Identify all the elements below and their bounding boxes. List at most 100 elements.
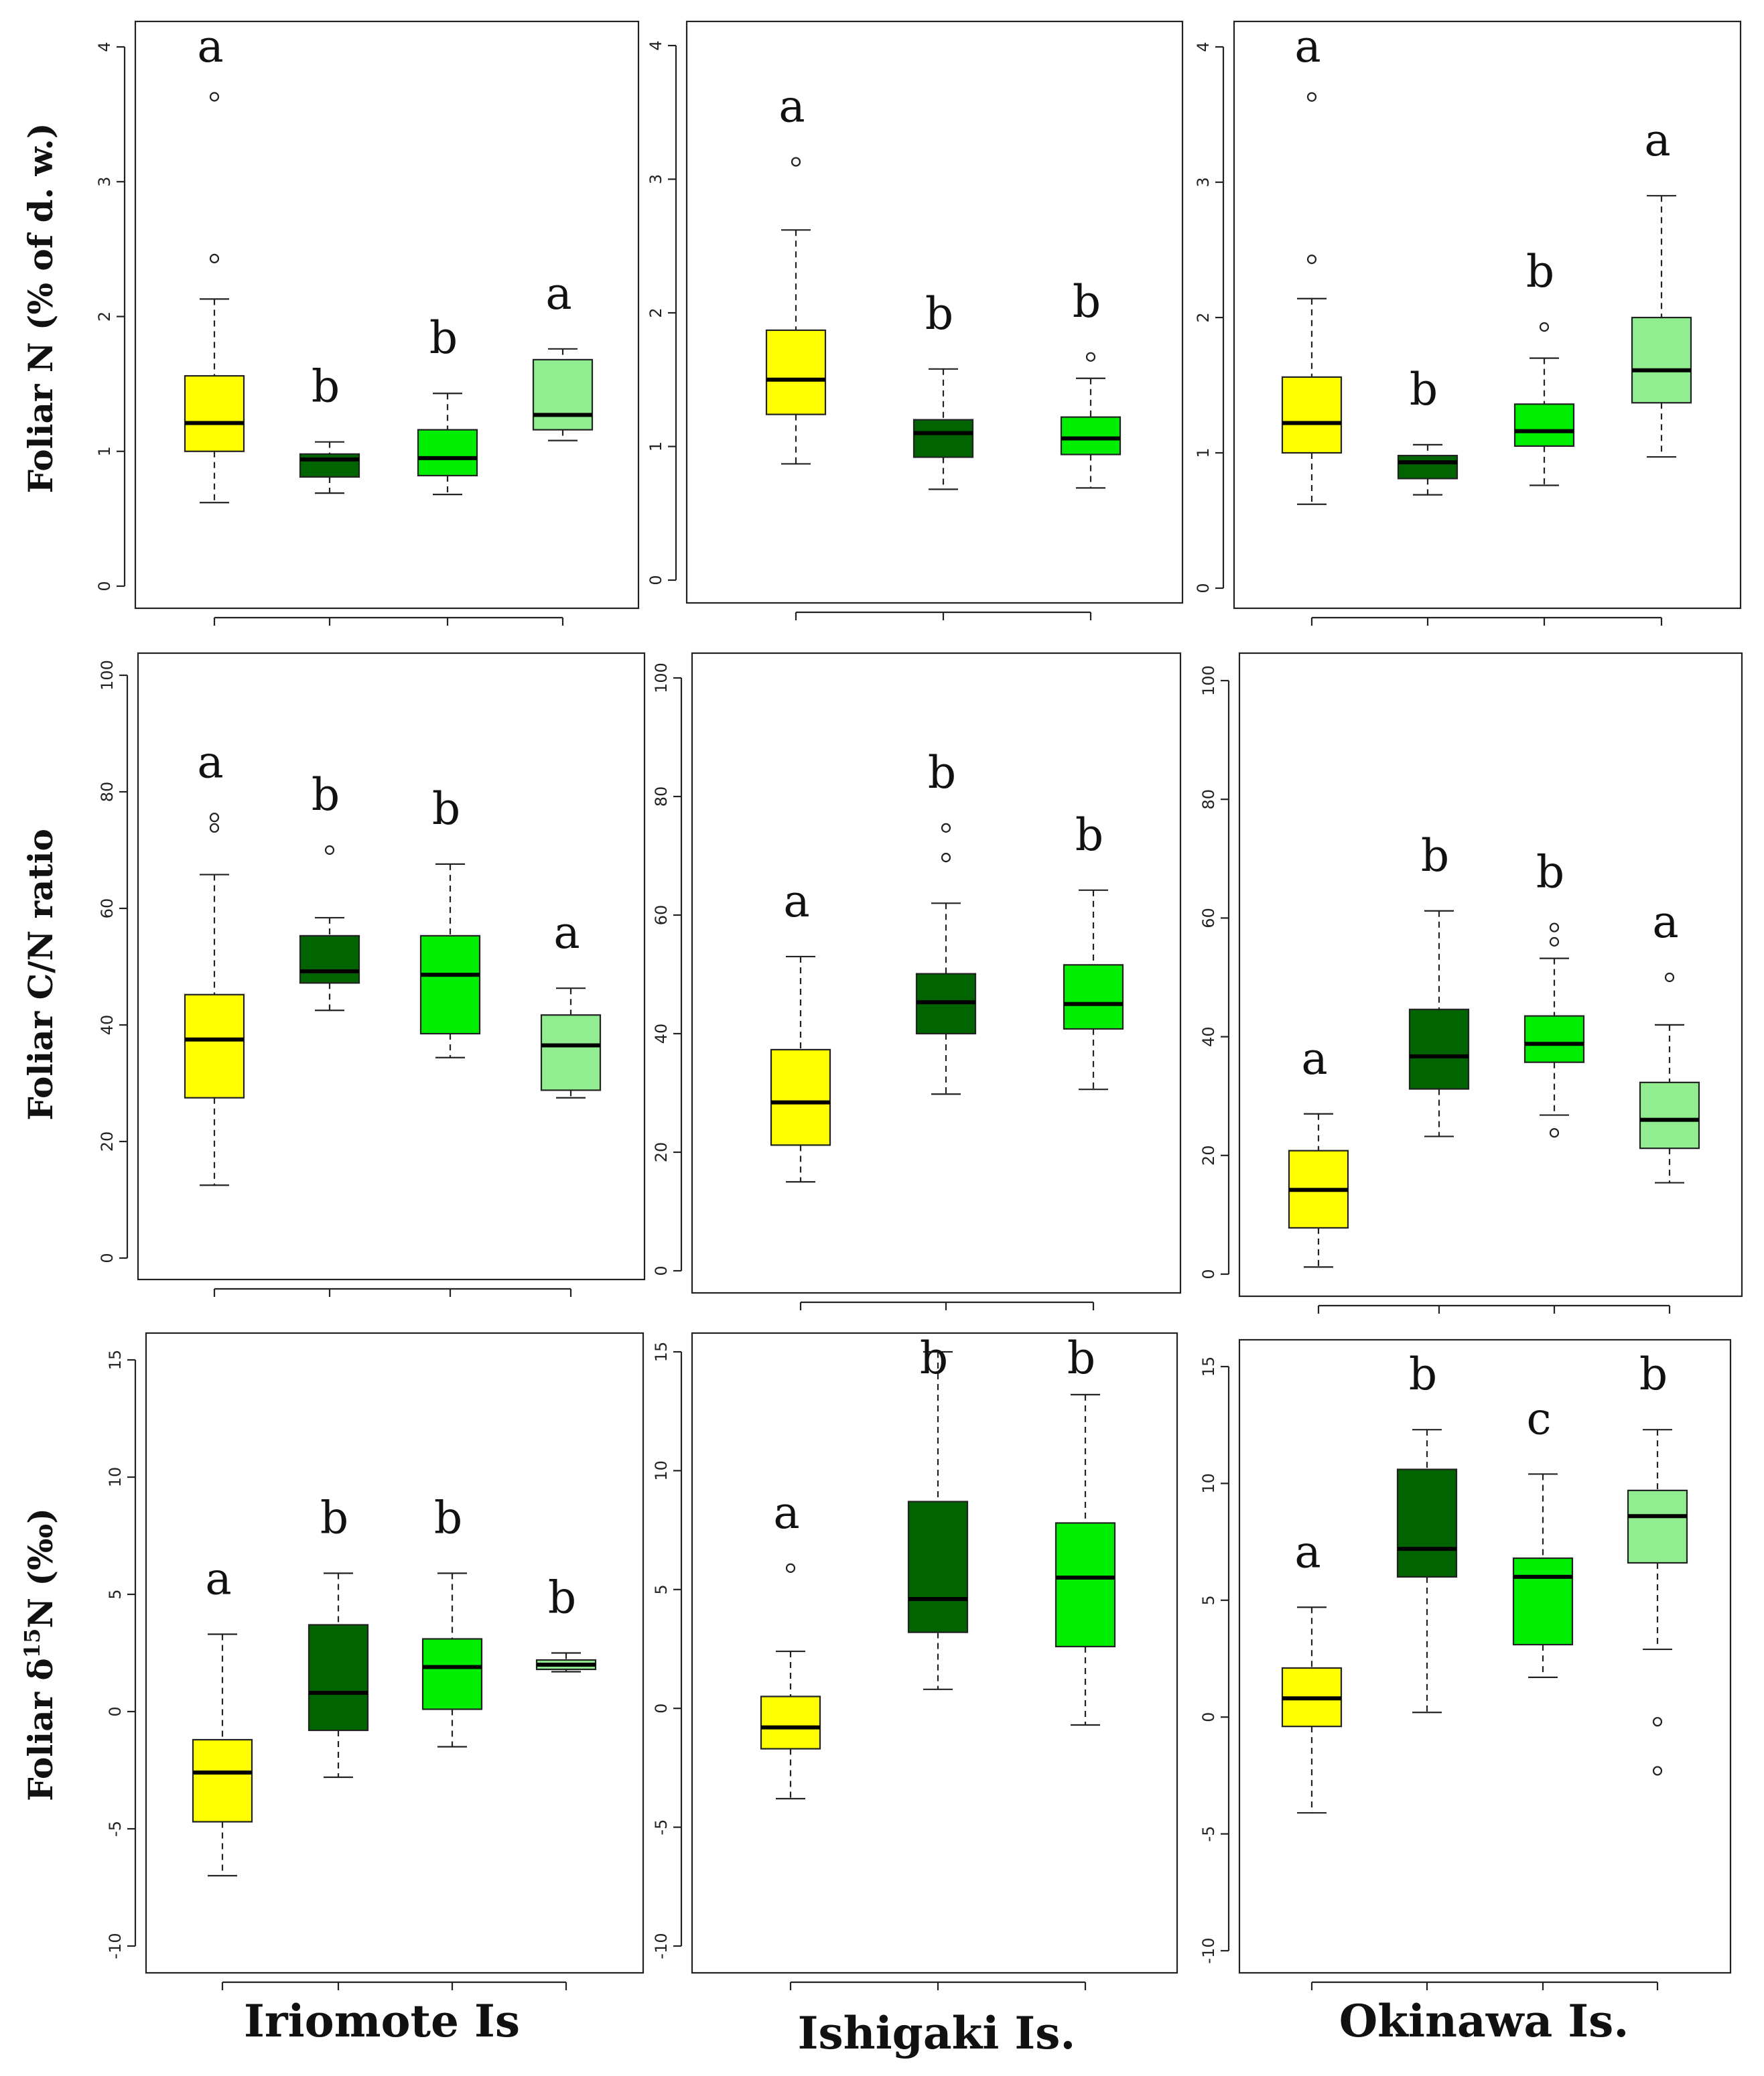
y-tick-label: 60 [98, 898, 117, 919]
box-light-green: b [1627, 1348, 1688, 1776]
iqr-box [184, 993, 245, 1099]
y-tick-label: 20 [98, 1131, 117, 1152]
outlier-point [1652, 1766, 1663, 1776]
box-yellow: a [1281, 1526, 1343, 1814]
y-tick-label: 0 [1194, 583, 1213, 593]
plot-frame [1238, 1338, 1732, 1974]
significance-letter: b [434, 1493, 462, 1544]
row-label-foliar-n: Foliar N (% of d. w.) [21, 123, 60, 493]
outlier-point [791, 157, 801, 167]
outlier-point [324, 845, 335, 855]
box-dark-green: b [907, 1332, 969, 1690]
box-light-green: a [1631, 115, 1692, 458]
outlier-point [1306, 255, 1317, 265]
y-tick-label: 0 [647, 575, 665, 585]
significance-letter: a [197, 736, 223, 788]
y-tick-label: -5 [1199, 1826, 1218, 1842]
y-tick-label: 5 [652, 1584, 671, 1594]
box-bright-green: c [1512, 1393, 1574, 1679]
iqr-box [770, 1048, 831, 1146]
y-tick-label: 100 [98, 660, 117, 691]
outlier-point [1306, 92, 1317, 102]
significance-letter: b [1410, 364, 1438, 415]
column-label-iriomote: Iriomote Is [244, 1995, 520, 2047]
y-tick-label: 100 [652, 663, 671, 693]
y-tick-label: 5 [106, 1589, 125, 1599]
iqr-box [1281, 376, 1343, 454]
y-tick-label: 4 [647, 40, 665, 50]
iqr-box [1631, 316, 1692, 404]
y-tick-label: 3 [95, 177, 114, 187]
significance-letter: a [1652, 896, 1678, 948]
outlier-point [1539, 322, 1550, 332]
box-yellow: a [765, 81, 827, 465]
significance-letter: a [1294, 1526, 1320, 1578]
significance-letter: b [1067, 1332, 1095, 1384]
box-light-green: a [532, 268, 594, 441]
y-tick-label: 10 [1199, 1473, 1218, 1494]
column-label-ishigaki: Ishigaki Is. [798, 2007, 1076, 2059]
iqr-box [907, 1501, 969, 1633]
y-tick-label: 40 [652, 1024, 671, 1044]
outlier-point [209, 813, 220, 823]
box-yellow: a [184, 21, 245, 504]
y-tick-label: 15 [106, 1350, 125, 1371]
plot-frame [691, 1332, 1178, 1974]
panel-delta15n-iriomote: -10 -5 0 5 10 15 a b b b [106, 1332, 644, 1990]
y-tick-label: 1 [1194, 447, 1213, 458]
significance-letter: a [1294, 21, 1320, 72]
y-tick-label: 40 [98, 1015, 117, 1036]
significance-letter: b [1639, 1348, 1668, 1400]
y-tick-label: 40 [1199, 1026, 1218, 1047]
outlier-point [209, 253, 220, 264]
y-tick-label: 3 [1194, 177, 1213, 187]
iqr-box [299, 935, 360, 984]
box-yellow: a [760, 1487, 821, 1800]
iqr-box [1512, 1557, 1574, 1646]
significance-letter: a [1644, 115, 1670, 166]
box-dark-green: b [299, 769, 360, 1012]
iqr-box [419, 935, 481, 1035]
outlier-point [1652, 1717, 1663, 1727]
y-tick-label: 0 [1199, 1269, 1218, 1279]
box-dark-green: b [1397, 364, 1458, 496]
outlier-point [941, 853, 951, 863]
box-dark-green: b [1396, 1348, 1458, 1714]
y-tick-label: 60 [1199, 908, 1218, 928]
significance-letter: a [783, 876, 809, 927]
plot-frame [685, 20, 1184, 604]
box-bright-green: b [421, 1493, 483, 1748]
significance-letter: b [928, 747, 956, 799]
y-tick-label: -5 [106, 1821, 125, 1837]
iqr-box [1627, 1489, 1688, 1564]
significance-letter: b [548, 1572, 576, 1624]
significance-letter: b [1536, 847, 1564, 898]
y-tick-label: 0 [106, 1706, 125, 1716]
y-tick-label: 80 [1199, 789, 1218, 810]
iqr-box [1396, 1468, 1458, 1578]
significance-letter: b [432, 783, 460, 835]
iqr-box [1513, 403, 1575, 447]
y-tick-label: 2 [1194, 312, 1213, 322]
box-dark-green: b [299, 361, 360, 494]
significance-letter: a [1301, 1033, 1327, 1085]
y-tick-label: 0 [652, 1704, 671, 1714]
significance-letter: a [553, 907, 580, 959]
significance-letter: c [1527, 1393, 1552, 1444]
box-yellow: a [192, 1553, 253, 1877]
y-tick-label: 100 [1199, 665, 1218, 696]
box-bright-green: b [417, 312, 478, 496]
iqr-box [184, 374, 245, 452]
outlier-point [1549, 937, 1560, 947]
iqr-box [1397, 454, 1458, 480]
outlier-point [209, 823, 220, 833]
column-label-okinawa: Okinawa Is. [1339, 1995, 1629, 2047]
y-tick-label: 5 [1199, 1595, 1218, 1605]
y-tick-label: -10 [652, 1933, 671, 1959]
y-tick-label: -10 [1199, 1937, 1218, 1963]
panel-cn-ratio-ishigaki: 0 20 40 60 80 100 a b b [652, 652, 1182, 1310]
iqr-box [192, 1738, 253, 1823]
box-light-green: b [535, 1572, 597, 1673]
iqr-box [308, 1624, 369, 1732]
